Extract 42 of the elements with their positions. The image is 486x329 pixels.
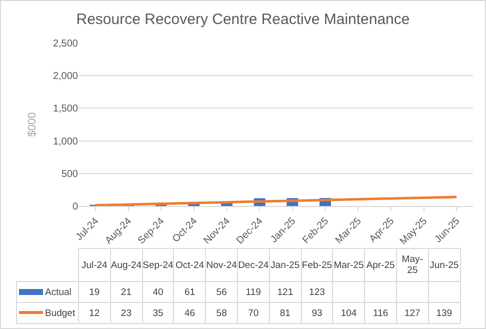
data-label: 116 [364, 302, 396, 324]
data-label: 93 [301, 302, 333, 324]
y-tick-label: 0 [72, 202, 78, 212]
chart-title: Resource Recovery Centre Reactive Maintenance [76, 10, 410, 28]
data-label: 127 [396, 302, 428, 324]
y-tick-label: 2,000 [52, 71, 78, 82]
data-label: 12 [78, 302, 110, 324]
legend-label: Actual [16, 282, 78, 302]
data-label: 21 [110, 282, 142, 302]
category-label: Sep-24 [142, 260, 174, 270]
y-tick-label: 2,500 [52, 38, 78, 50]
data-label: 58 [206, 302, 238, 324]
legend-label: Budget [16, 302, 78, 324]
data-label: 81 [269, 302, 302, 324]
category-label: Mar-25 [334, 260, 364, 270]
data-label: 61 [174, 282, 206, 302]
data-label: 46 [174, 302, 206, 324]
data-label: 40 [142, 282, 174, 302]
data-label: 23 [110, 302, 142, 324]
category-label: Jun-25 [430, 260, 459, 270]
category-label: Oct-24 [176, 260, 204, 270]
data-label: 70 [237, 302, 270, 324]
category-label: Jan-25 [270, 260, 300, 270]
data-label: 123 [301, 282, 333, 302]
y-tick-label: 1,500 [52, 104, 78, 115]
category-label: Jul-24 [81, 260, 108, 270]
y-axis-title: $000 [26, 112, 39, 137]
category-label: Apr-25 [366, 260, 395, 270]
data-label: 139 [428, 302, 460, 324]
data-label: 56 [206, 282, 238, 302]
data-label: 121 [269, 282, 302, 302]
data-label: 35 [142, 302, 174, 324]
y-tick-label: 1,000 [52, 136, 78, 148]
category-label: Dec-24 [238, 260, 269, 270]
category-label: Nov-24 [206, 260, 237, 270]
category-label: May-25 [402, 254, 423, 276]
data-label: 19 [78, 282, 110, 302]
data-label: 104 [332, 302, 365, 324]
category-label: Feb-25 [302, 260, 332, 270]
y-tick-label: 500 [61, 168, 78, 180]
category-label: Aug-24 [110, 260, 142, 270]
data-label: 119 [237, 282, 270, 302]
